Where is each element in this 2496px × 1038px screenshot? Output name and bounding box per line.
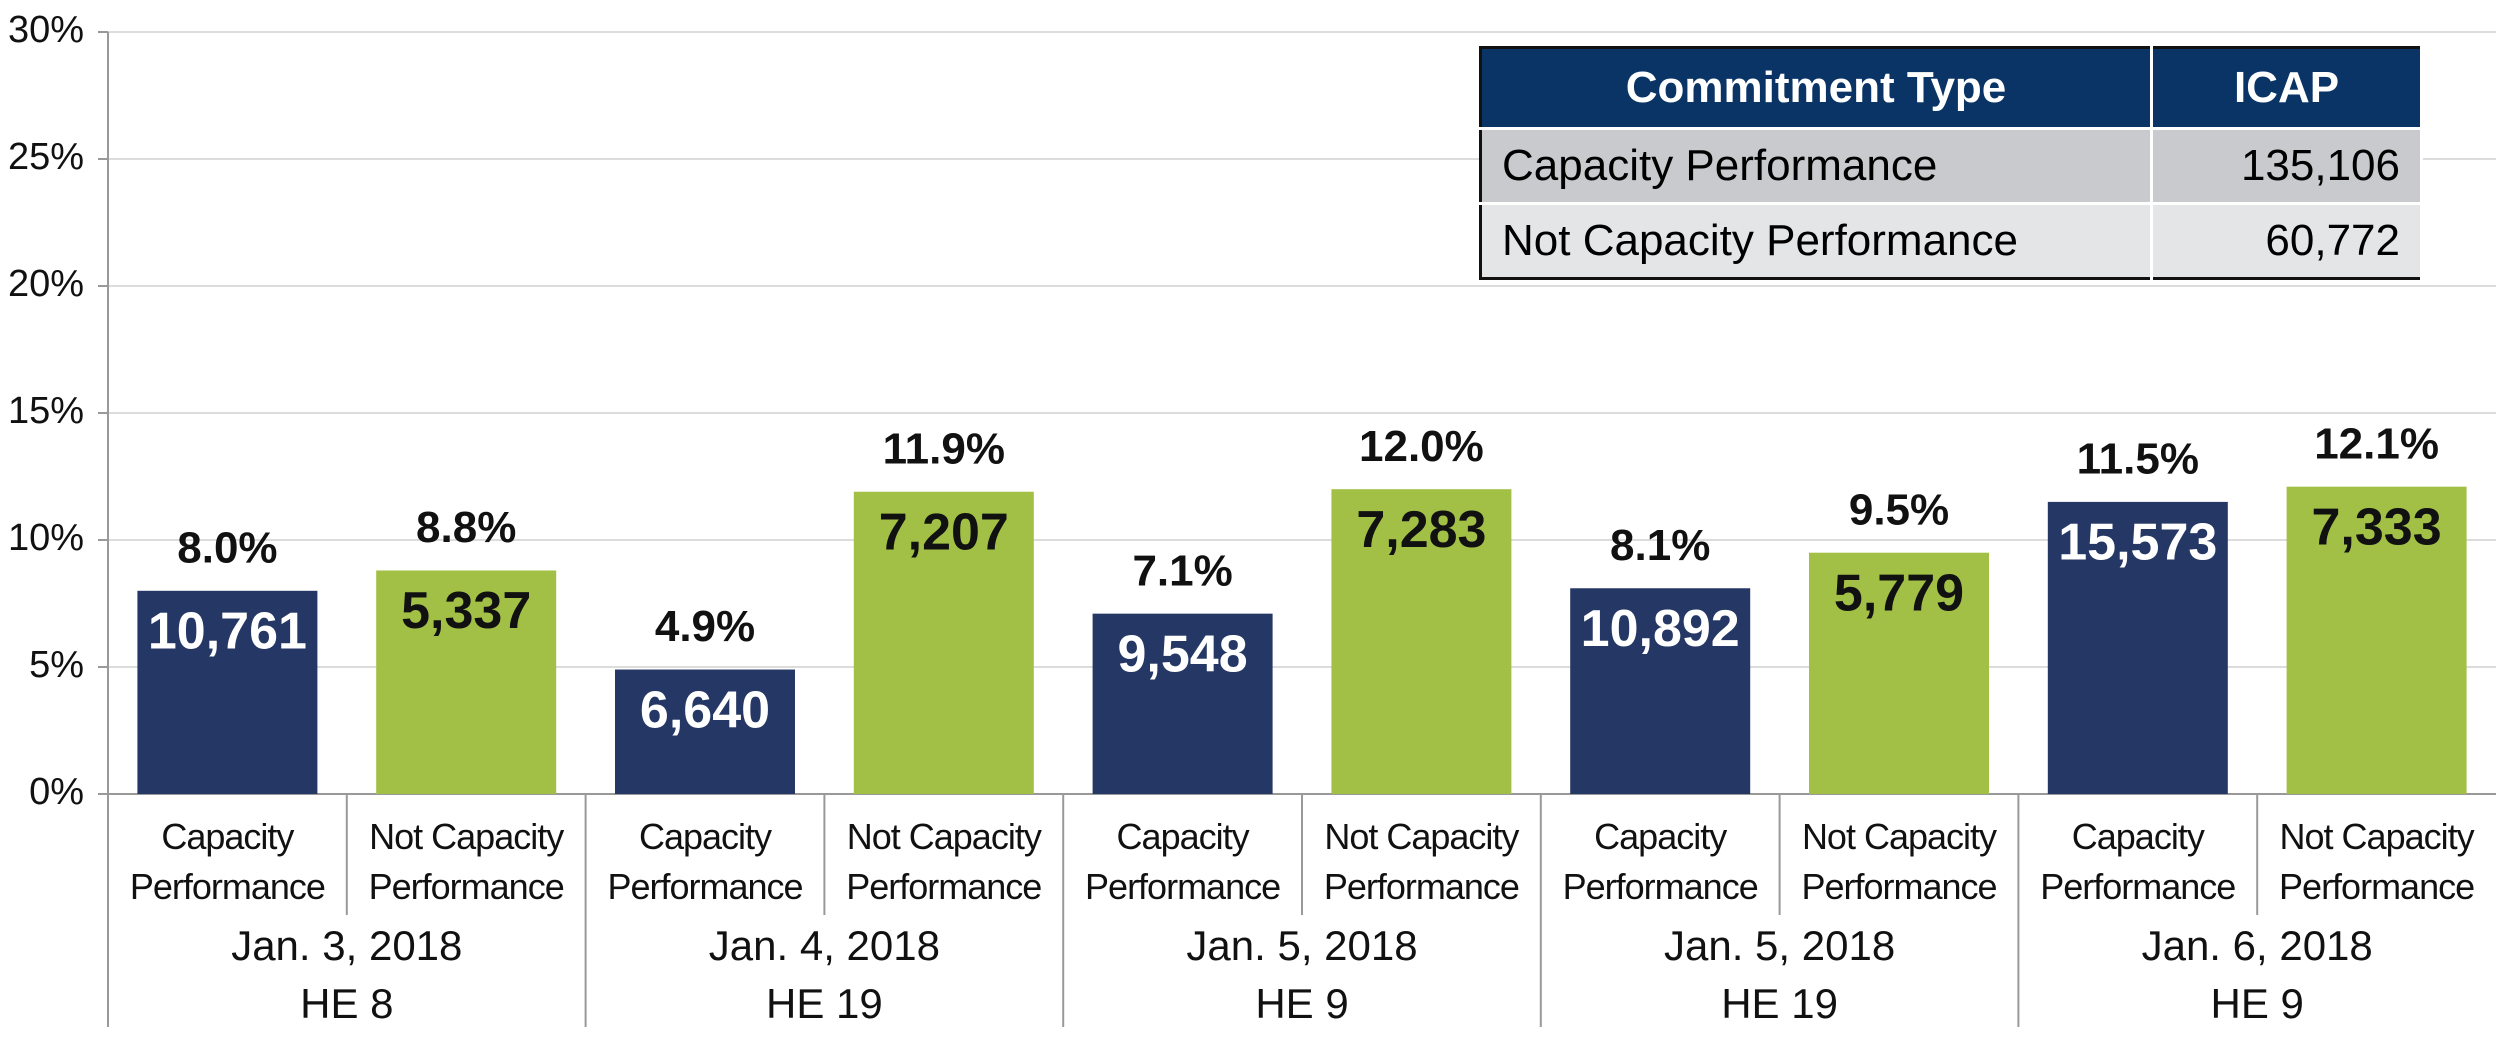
y-tick-label: 15%: [8, 390, 84, 432]
series-label: Not Capacity Performance: [846, 816, 1042, 907]
bar: [376, 570, 557, 794]
category-label: Jan. 6, 2018: [2142, 922, 2373, 969]
count-label: 9,548: [1118, 625, 1248, 683]
category-label: Jan. 5, 2018: [1664, 922, 1895, 969]
icap-table: Commitment Type ICAP Capacity Performanc…: [1479, 46, 2423, 280]
bar: [1570, 588, 1751, 794]
value-label: 7.1%: [1132, 546, 1232, 595]
count-label: 6,640: [640, 681, 770, 739]
category-label: Jan. 3, 2018: [231, 922, 462, 969]
header-cell: ICAP: [2151, 47, 2423, 129]
category-label: Jan. 4, 2018: [709, 922, 940, 969]
bar: [137, 590, 318, 794]
category-label: HE 9: [1255, 980, 1348, 1027]
series-label: Not Capacity Performance: [2279, 816, 2475, 907]
count-label: 10,761: [148, 603, 307, 661]
bar: [853, 491, 1034, 794]
y-tick-label: 25%: [8, 136, 84, 178]
category-label: Jan. 5, 2018: [1186, 922, 1417, 969]
bar: [1809, 552, 1989, 794]
cell: Not Capacity Performance: [1480, 202, 2153, 279]
series-label: Not Capacity Performance: [1801, 816, 1997, 907]
cell: 60,772: [2151, 202, 2423, 279]
series-label: Capacity Performance: [607, 816, 803, 907]
table-row: Capacity Performance 135,106: [1480, 127, 2423, 204]
category-label: HE 19: [1721, 980, 1838, 1027]
series-label: Capacity Performance: [1562, 816, 1759, 907]
header-cell: Commitment Type: [1480, 47, 2153, 129]
series-label: Not Capacity Performance: [368, 816, 565, 907]
value-label: 11.5%: [2077, 435, 2199, 484]
count-label: 7,207: [879, 503, 1009, 561]
count-label: 15,573: [2058, 514, 2217, 572]
value-label: 12.1%: [2314, 419, 2439, 468]
bar: [1331, 489, 1512, 794]
value-label: 8.1%: [1610, 521, 1710, 570]
bar: [615, 669, 795, 794]
count-label: 10,892: [1581, 600, 1740, 658]
bar: [2286, 486, 2467, 794]
category-label: HE 8: [300, 980, 393, 1027]
value-label: 9.5%: [1849, 485, 1949, 534]
y-tick-label: 30%: [8, 9, 84, 51]
series-label: Capacity Performance: [129, 816, 326, 907]
y-tick-label: 0%: [29, 771, 84, 813]
bar: [2047, 501, 2228, 794]
y-tick-label: 5%: [29, 644, 84, 686]
category-label: HE 19: [766, 980, 883, 1027]
series-label: Not Capacity Performance: [1323, 816, 1520, 907]
value-label: 8.0%: [177, 523, 277, 572]
count-label: 5,337: [401, 582, 531, 640]
y-tick-label: 10%: [8, 517, 84, 559]
value-label: 8.8%: [416, 503, 516, 552]
bar: [1092, 613, 1273, 794]
series-label: Capacity Performance: [2040, 816, 2236, 907]
value-label: 12.0%: [1359, 422, 1484, 471]
value-label: 11.9%: [883, 424, 1005, 473]
cell: Capacity Performance: [1480, 127, 2153, 204]
category-label: HE 9: [2211, 980, 2304, 1027]
count-label: 7,333: [2312, 498, 2442, 556]
cell: 135,106: [2151, 127, 2423, 204]
series-label: Capacity Performance: [1085, 816, 1281, 907]
y-tick-label: 20%: [8, 263, 84, 305]
value-label: 4.9%: [655, 602, 755, 651]
table-header: Commitment Type ICAP: [1480, 47, 2423, 129]
count-label: 5,779: [1834, 564, 1964, 622]
table-row: Not Capacity Performance 60,772: [1480, 202, 2423, 279]
count-label: 7,283: [1356, 501, 1486, 559]
